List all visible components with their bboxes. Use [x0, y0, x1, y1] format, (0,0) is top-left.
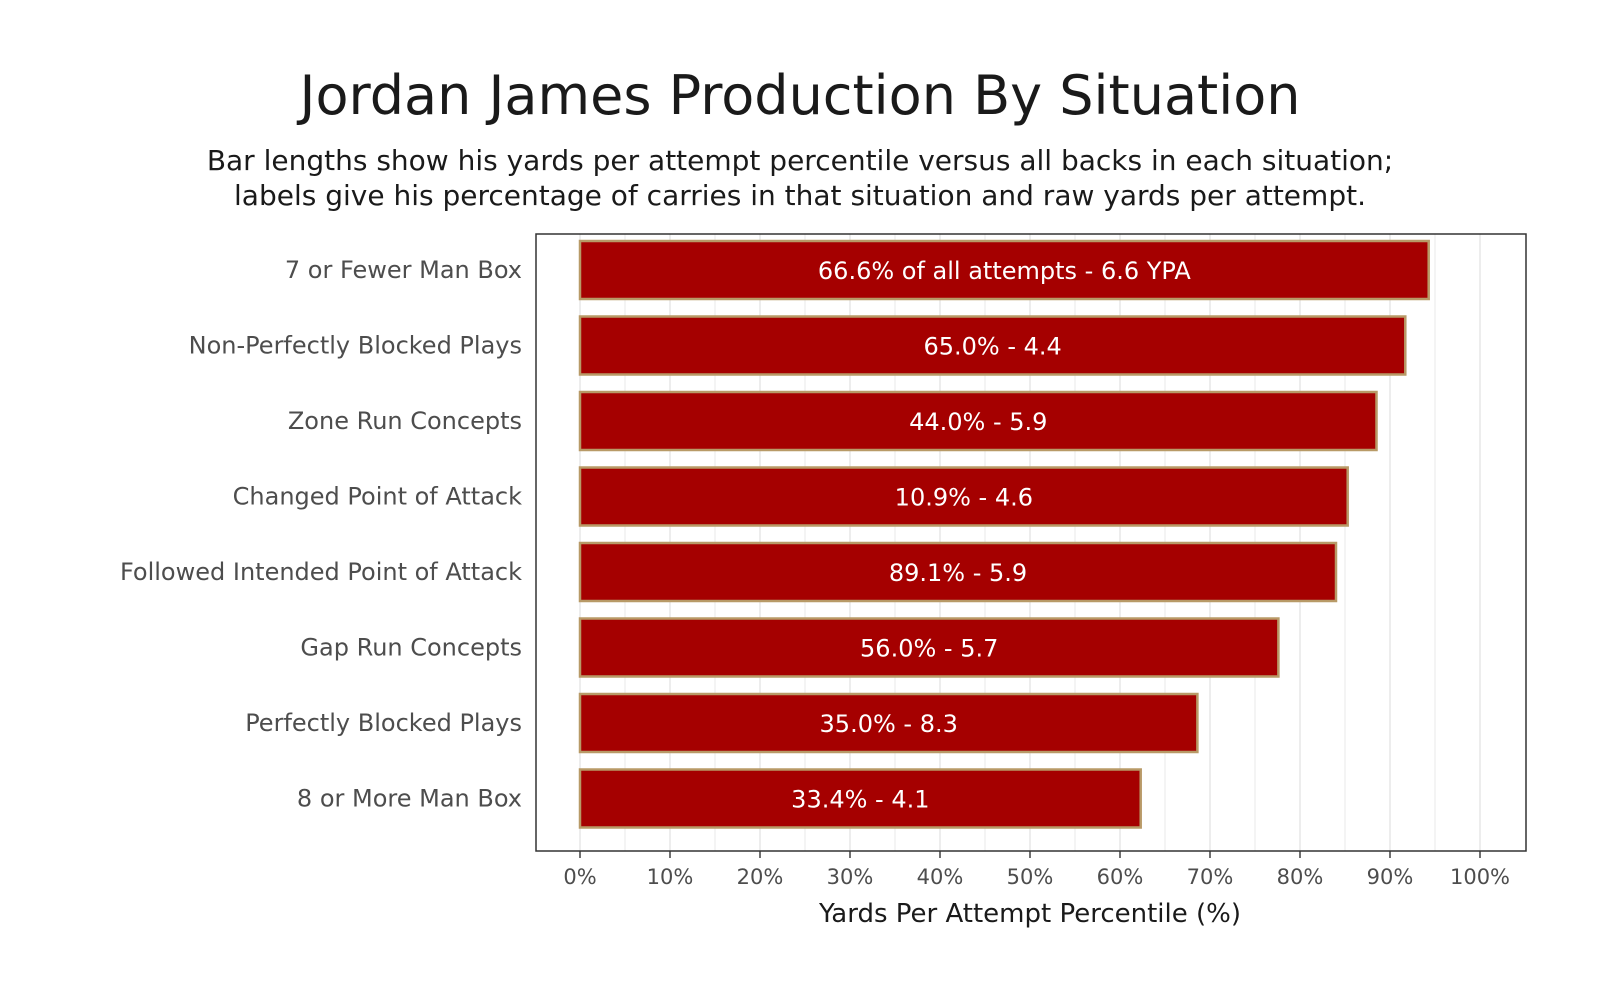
category-label-3: Changed Point of Attack: [233, 483, 522, 511]
category-labels: 7 or Fewer Man Box Non-Perfectly Blocked …: [120, 256, 522, 813]
bar-5: [578, 617, 1280, 678]
x-tick-label-6: 60%: [1097, 865, 1144, 889]
bar-0: [578, 239, 1430, 301]
category-label-5: Gap Run Concepts: [300, 634, 522, 662]
category-label-6: Perfectly Blocked Plays: [245, 709, 522, 737]
x-tick-label-1: 10%: [647, 865, 694, 889]
bars: 66.6% of all attempts - 6.6 YPA 65.0% - 4…: [578, 239, 1430, 829]
bar-2: [578, 390, 1378, 452]
bar-data-label-7: 33.4% - 4.1: [791, 786, 929, 814]
bar-data-label-0: 66.6% of all attempts - 6.6 YPA: [818, 257, 1191, 285]
x-tick-label-0: 0%: [563, 865, 596, 889]
bar-data-label-6: 35.0% - 8.3: [820, 710, 958, 738]
x-tick-label-10: 100%: [1450, 865, 1510, 889]
category-label-2: Zone Run Concepts: [288, 407, 522, 435]
x-tick-label-9: 90%: [1367, 865, 1414, 889]
bar-4: [578, 541, 1338, 603]
x-tick-label-5: 50%: [1007, 865, 1054, 889]
x-tick-label-2: 20%: [737, 865, 784, 889]
x-tick-label-7: 70%: [1187, 865, 1234, 889]
bar-data-label-4: 89.1% - 5.9: [889, 559, 1027, 587]
bar-data-label-2: 44.0% - 5.9: [909, 408, 1047, 436]
bar-3: [578, 466, 1349, 527]
plot-panel-border: [535, 233, 1527, 852]
category-label-0: 7 or Fewer Man Box: [285, 256, 522, 284]
chart-subtitle-line-2: labels give his percentage of carries in…: [234, 179, 1366, 212]
category-label-7: 8 or More Man Box: [297, 785, 522, 813]
x-tick-label-3: 30%: [827, 865, 874, 889]
bar-1: [578, 315, 1407, 376]
bar-data-label-3: 10.9% - 4.6: [895, 484, 1033, 512]
bar-data-label-1: 65.0% - 4.4: [923, 333, 1061, 361]
bar-data-label-5: 56.0% - 5.7: [860, 635, 998, 663]
category-label-1: Non-Perfectly Blocked Plays: [189, 332, 522, 360]
bar-7: [578, 768, 1142, 829]
x-axis-ticks: 0% 10% 20% 30% 40% 50% 60% 70% 80% 90% 100%: [563, 851, 1510, 889]
chart-subtitle-line-1: Bar lengths show his yards per attempt p…: [206, 144, 1394, 177]
bar-6: [578, 692, 1199, 754]
x-axis-title: Yards Per Attempt Percentile (%): [818, 899, 1241, 929]
category-label-4: Followed Intended Point of Attack: [120, 558, 522, 586]
x-tick-label-8: 80%: [1277, 865, 1324, 889]
chart-title: Jordan James Production By Situation: [299, 64, 1301, 127]
x-tick-label-4: 40%: [917, 865, 964, 889]
